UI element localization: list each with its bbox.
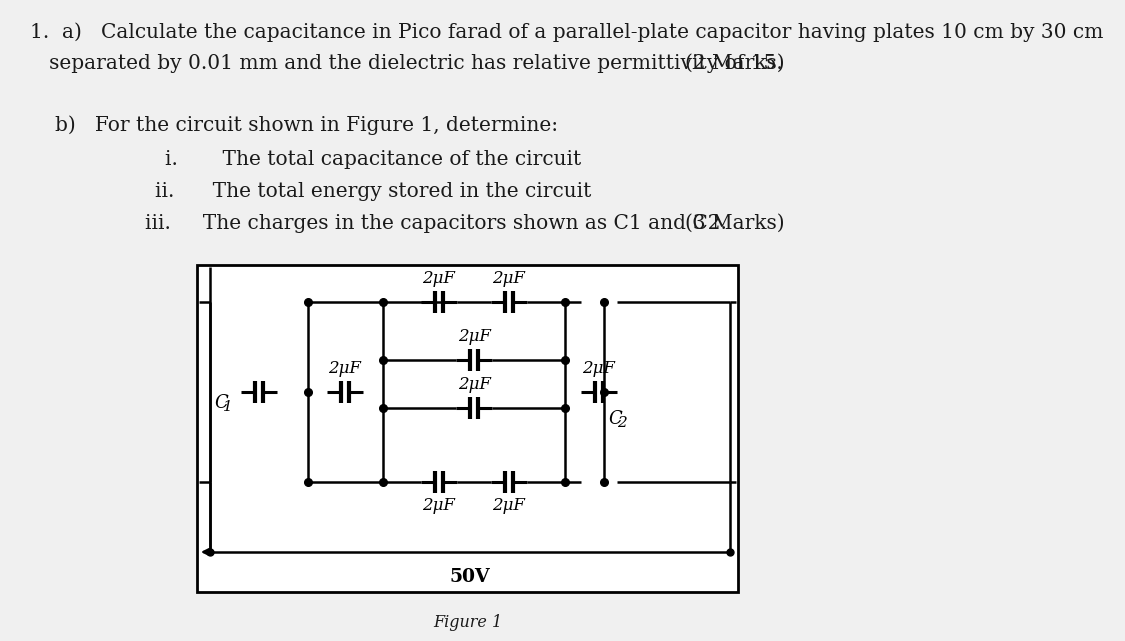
Text: C: C: [608, 410, 622, 428]
Text: 2: 2: [616, 416, 627, 430]
Text: i.       The total capacitance of the circuit: i. The total capacitance of the circuit: [165, 150, 582, 169]
Text: 1.  a)   Calculate the capacitance in Pico farad of a parallel-plate capacitor h: 1. a) Calculate the capacitance in Pico …: [30, 22, 1104, 42]
Text: Figure 1: Figure 1: [433, 614, 502, 631]
Text: (2 Marks): (2 Marks): [685, 54, 784, 73]
Text: b)   For the circuit shown in Figure 1, determine:: b) For the circuit shown in Figure 1, de…: [55, 115, 558, 135]
Text: 50V: 50V: [450, 568, 490, 586]
Text: 2μF: 2μF: [423, 270, 456, 287]
Text: 2μF: 2μF: [493, 497, 525, 514]
Text: 2μF: 2μF: [458, 376, 490, 393]
Text: separated by 0.01 mm and the dielectric has relative permittivity of 15.: separated by 0.01 mm and the dielectric …: [30, 54, 783, 73]
Text: 2μF: 2μF: [458, 328, 490, 345]
Bar: [197, 265, 738, 592]
Text: (3 Marks): (3 Marks): [685, 214, 784, 233]
Text: ii.      The total energy stored in the circuit: ii. The total energy stored in the circu…: [155, 182, 592, 201]
Text: 2μF: 2μF: [328, 360, 361, 377]
Text: iii.     The charges in the capacitors shown as C1 and C2.: iii. The charges in the capacitors shown…: [145, 214, 727, 233]
Text: C: C: [214, 394, 227, 412]
Text: 2μF: 2μF: [583, 360, 615, 377]
Text: 1: 1: [223, 400, 233, 414]
Text: 2μF: 2μF: [423, 497, 456, 514]
Text: 2μF: 2μF: [493, 270, 525, 287]
